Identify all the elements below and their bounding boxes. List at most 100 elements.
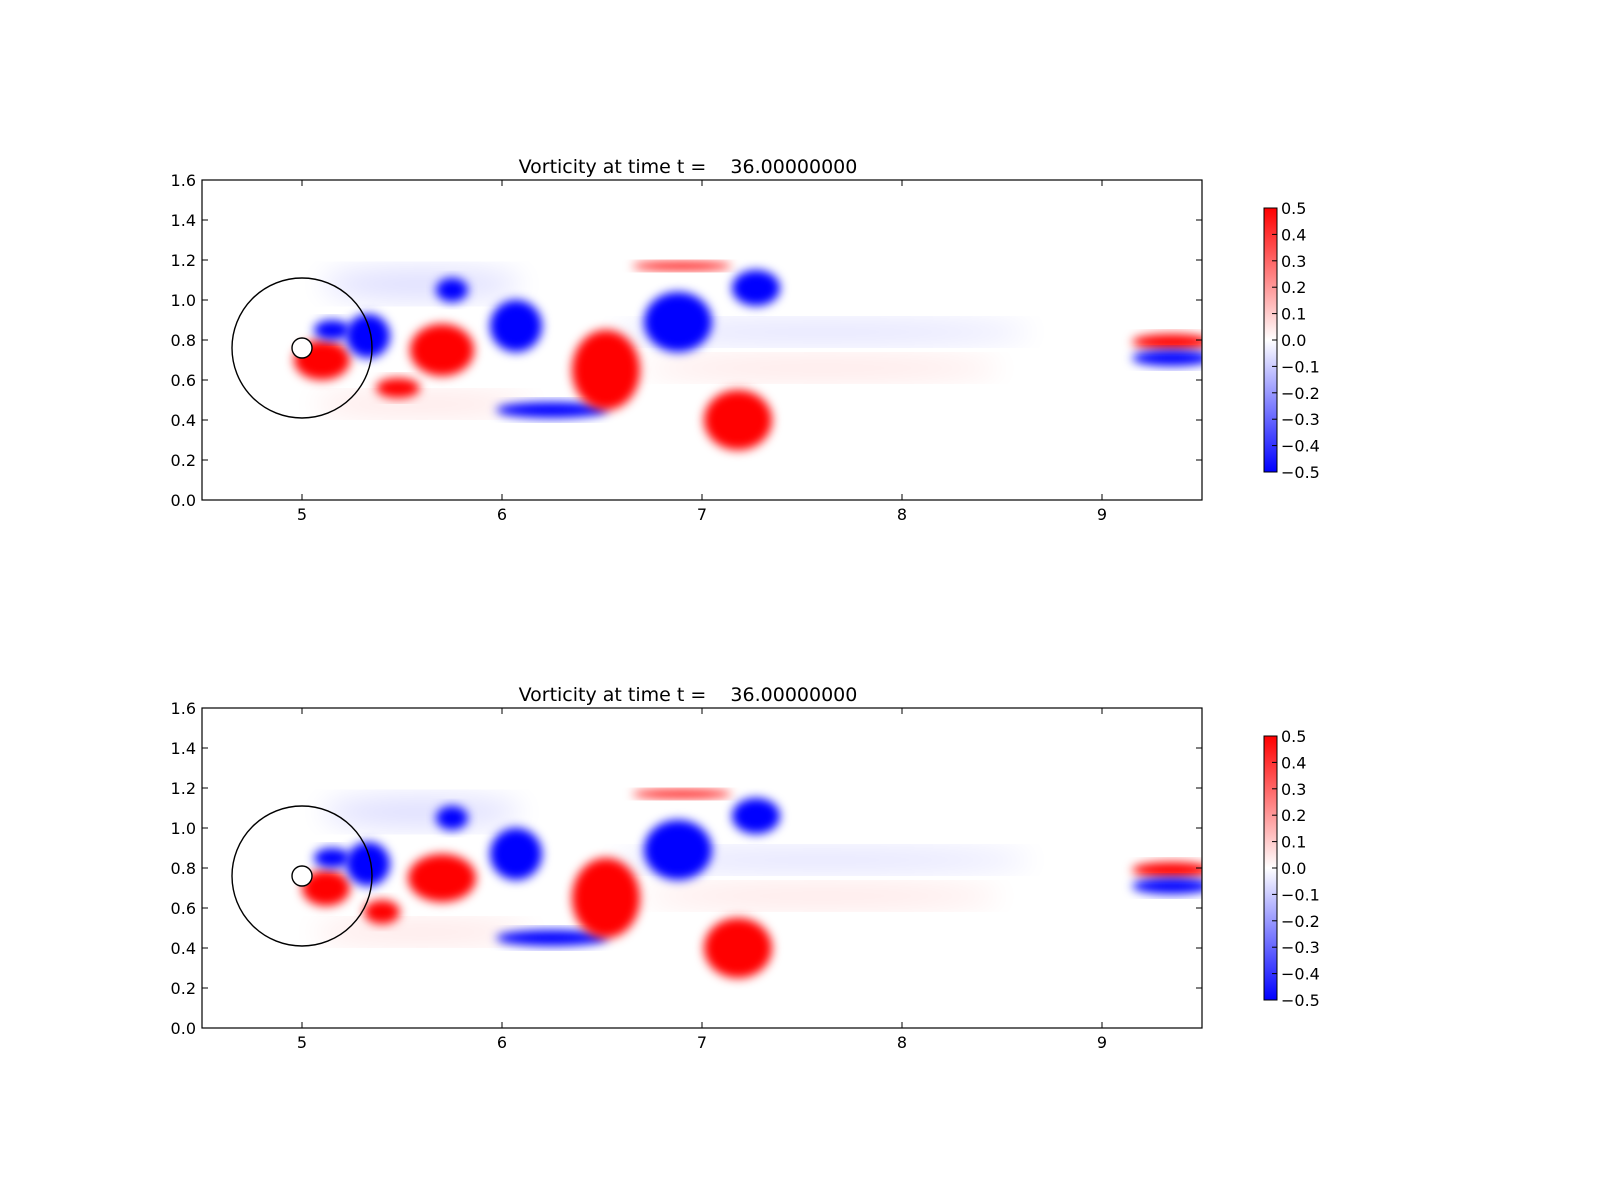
colorbar-tick-label: 0.0 — [1281, 331, 1306, 350]
colorbar-tick-label: −0.5 — [1281, 463, 1320, 482]
x-tick-label: 7 — [697, 1033, 707, 1052]
vortex-positive — [376, 378, 420, 398]
vortex-negative — [496, 402, 608, 418]
shear-layer-upper — [322, 270, 522, 298]
vortex-negative — [314, 848, 350, 868]
wake-band-upper — [612, 850, 1032, 870]
y-tick-label: 0.6 — [171, 899, 196, 918]
wake-band-lower — [642, 358, 1002, 378]
y-tick-label: 0.0 — [171, 1019, 196, 1038]
x-tick-label: 8 — [897, 505, 907, 524]
vortex-positive — [572, 858, 640, 938]
boundary-circle — [231, 277, 373, 419]
shear-layer-lower — [312, 394, 532, 414]
colorbar-tick-label: 0.1 — [1281, 833, 1306, 852]
y-tick-label: 0.8 — [171, 859, 196, 878]
colorbar-ticks-top: −0.5 −0.4 −0.3 −0.2 −0.1 0.0 0.1 0.2 0.3 0.4 0.5 — [1272, 199, 1320, 482]
vortex-negative — [346, 842, 390, 886]
axes-top: 5 6 7 8 9 0.0 0.2 0.4 0.6 0.8 1.0 1.2 1.4 1.6 — [171, 171, 1202, 524]
colorbar-tick-label: −0.2 — [1281, 384, 1320, 403]
colorbar-ticks-bottom: −0.5 −0.4 −0.3 −0.2 −0.1 0.0 0.1 0.2 0.3 0.4 0.5 — [1272, 727, 1320, 1010]
subplot-top-title: Vorticity at time t = 36.00000000 — [519, 156, 858, 178]
colorbar-tick-label: 0.3 — [1281, 252, 1306, 271]
vortex-positive — [704, 918, 772, 978]
colorbar-tick-label: 0.0 — [1281, 859, 1306, 878]
y-tick-label: 1.4 — [171, 211, 196, 230]
vortex-positive — [364, 900, 400, 924]
colorbar-tick-label: 0.2 — [1281, 278, 1306, 297]
cylinder-body — [291, 865, 313, 887]
cylinder-body — [291, 337, 313, 359]
vortex-negative — [496, 930, 608, 946]
y-tick-label: 0.8 — [171, 331, 196, 350]
y-tick-label: 1.4 — [171, 739, 196, 758]
vortex-positive — [572, 330, 640, 410]
colorbar-tick-label: −0.3 — [1281, 938, 1320, 957]
colorbar-tick-label: −0.3 — [1281, 410, 1320, 429]
vortex-negative — [314, 320, 350, 340]
colorbar-tick-label: 0.1 — [1281, 305, 1306, 324]
vortex-negative — [436, 278, 468, 302]
subplot-bottom: Vorticity at time t = 36.00000000 5 6 7 8 9 0… — [171, 684, 1320, 1052]
y-tick-label: 1.2 — [171, 251, 196, 270]
y-tick-label: 0.6 — [171, 371, 196, 390]
vortex-positive — [632, 262, 732, 270]
y-tick-label: 0.4 — [171, 939, 196, 958]
vortex-positive — [1132, 862, 1202, 878]
vortex-positive — [408, 854, 476, 902]
x-tick-label: 6 — [497, 1033, 507, 1052]
subplot-bottom-title: Vorticity at time t = 36.00000000 — [519, 684, 858, 706]
vortex-negative — [1132, 878, 1202, 894]
colorbar-tick-label: −0.5 — [1281, 991, 1320, 1010]
y-tick-label: 0.2 — [171, 451, 196, 470]
x-tick-label: 5 — [297, 1033, 307, 1052]
colorbar-tick-label: 0.4 — [1281, 225, 1306, 244]
vortex-negative — [346, 314, 390, 358]
vortex-negative — [732, 798, 780, 834]
vortex-negative — [436, 806, 468, 830]
x-tick-label: 9 — [1097, 505, 1107, 524]
y-tick-label: 1.6 — [171, 171, 196, 190]
vortex-negative — [732, 270, 780, 306]
vortex-negative — [644, 292, 712, 352]
vortex-negative — [1132, 350, 1202, 366]
y-tick-label: 0.2 — [171, 979, 196, 998]
vorticity-field-bottom — [231, 790, 1202, 978]
x-tick-label: 6 — [497, 505, 507, 524]
colorbar-tick-label: −0.1 — [1281, 357, 1320, 376]
x-tick-label: 8 — [897, 1033, 907, 1052]
x-tick-label: 9 — [1097, 1033, 1107, 1052]
boundary-circle — [231, 805, 373, 947]
shear-layer-upper — [322, 798, 522, 826]
x-tick-label: 7 — [697, 505, 707, 524]
vortex-positive — [302, 870, 350, 906]
vortex-negative — [490, 828, 542, 880]
colorbar-tick-label: −0.1 — [1281, 885, 1320, 904]
colorbar-tick-label: 0.5 — [1281, 727, 1306, 746]
vorticity-field-top — [231, 262, 1202, 450]
shear-layer-lower — [312, 922, 532, 942]
subplot-top: Vorticity at time t = 36.00000000 5 6 7 8 9 0… — [171, 156, 1320, 524]
vortex-positive — [410, 324, 474, 376]
wake-band-lower — [642, 886, 1002, 906]
vortex-positive — [632, 790, 732, 798]
x-tick-label: 5 — [297, 505, 307, 524]
y-tick-label: 1.0 — [171, 819, 196, 838]
y-tick-label: 1.2 — [171, 779, 196, 798]
vortex-positive — [704, 390, 772, 450]
y-tick-label: 1.6 — [171, 699, 196, 718]
vortex-negative — [644, 820, 712, 880]
colorbar-tick-label: −0.4 — [1281, 437, 1320, 456]
vortex-positive — [1132, 334, 1202, 350]
colorbar-tick-label: 0.5 — [1281, 199, 1306, 218]
colorbar-tick-label: −0.2 — [1281, 912, 1320, 931]
wake-band-upper — [612, 322, 1032, 342]
y-tick-label: 0.0 — [171, 491, 196, 510]
colorbar-tick-label: 0.2 — [1281, 806, 1306, 825]
y-tick-label: 1.0 — [171, 291, 196, 310]
axes-bottom: 5 6 7 8 9 0.0 0.2 0.4 0.6 0.8 1.0 1.2 1.4 1.6 — [171, 699, 1202, 1052]
colorbar-tick-label: 0.3 — [1281, 780, 1306, 799]
vortex-negative — [490, 300, 542, 352]
colorbar-tick-label: −0.4 — [1281, 965, 1320, 984]
